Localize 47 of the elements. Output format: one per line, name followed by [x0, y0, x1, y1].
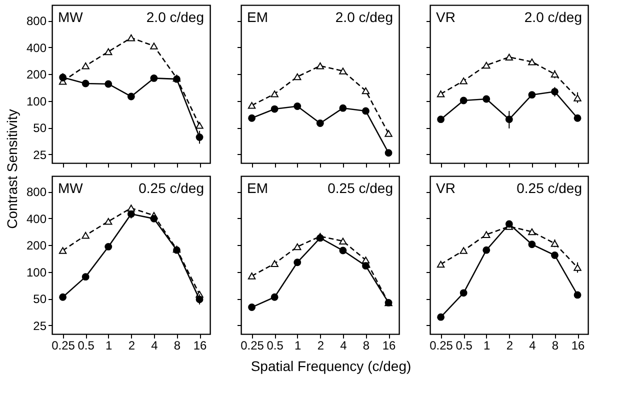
annotation: EM [247, 9, 268, 25]
y-tick-label: 200 [26, 68, 47, 82]
x-tick-label: 2 [128, 338, 136, 352]
x-tick-label: 4 [529, 338, 536, 352]
annotation: 0.25 c/deg [328, 180, 393, 196]
y-tick-label: 800 [26, 185, 47, 200]
x-tick-label: 4 [340, 338, 348, 352]
y-tick-label: 50 [33, 121, 47, 136]
x-tick-label: 2 [317, 338, 324, 352]
y-tick-label: 400 [26, 212, 47, 226]
y-tick-label: 25 [33, 318, 47, 333]
y-tick-label: 50 [33, 292, 47, 306]
y-tick-label: 25 [33, 148, 47, 162]
x-tick-label: 0.25 [52, 338, 76, 352]
x-tick-label: 16 [193, 338, 208, 352]
y-tick-label: 200 [26, 238, 47, 253]
x-tick-label: 8 [552, 338, 559, 352]
x-tick-label: 1 [484, 338, 491, 352]
x-tick-label: 1 [294, 338, 302, 352]
annotation: VR [436, 9, 456, 25]
x-tick-label: 16 [571, 338, 586, 352]
y-tick-label: 100 [26, 265, 47, 280]
annotation: 2.0 c/deg [524, 9, 582, 25]
x-tick-label: 4 [151, 338, 158, 352]
annotation: 0.25 c/deg [138, 180, 204, 196]
y-tick-label: 800 [26, 14, 47, 28]
x-tick-label: 2 [506, 338, 514, 352]
y-tick-label: 100 [26, 94, 47, 108]
x-tick-label: 1 [106, 338, 113, 352]
y-axis-title: Contrast Sensitivity [4, 109, 20, 229]
x-tick-label: 0.5 [78, 338, 95, 352]
x-axis-title: Spatial Frequency (c/deg) [250, 358, 412, 374]
annotation: 2.0 c/deg [335, 9, 393, 25]
annotation: MW [58, 180, 84, 196]
x-tick-label: 0.25 [240, 338, 264, 352]
x-tick-label: 16 [382, 338, 396, 352]
x-tick-label: 8 [362, 338, 370, 352]
x-tick-label: 0.5 [266, 338, 284, 352]
annotation: 2.0 c/deg [146, 9, 204, 25]
x-tick-label: 0.25 [430, 338, 454, 352]
annotation: VR [436, 180, 456, 196]
annotation: 0.25 c/deg [516, 180, 582, 196]
x-tick-label: 8 [174, 338, 181, 352]
annotation: EM [247, 180, 268, 196]
y-tick-label: 400 [26, 40, 47, 55]
annotation: MW [58, 9, 84, 25]
x-tick-label: 0.5 [456, 338, 473, 352]
